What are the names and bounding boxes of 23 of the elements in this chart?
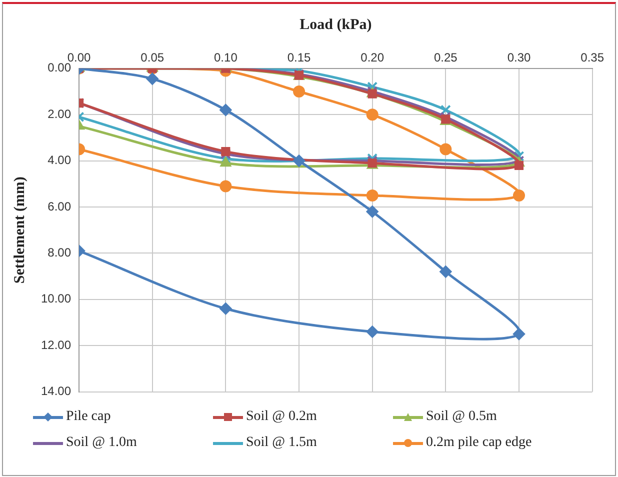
y-tick-label: 0.00 [48,60,72,75]
x-tick-label: 0.30 [507,50,531,65]
x-axis-title: Load (kPa) [300,16,372,33]
x-tick-label: 0.10 [214,50,238,65]
x-tick-label: 0.05 [140,50,164,65]
legend-label: Soil @ 1.0m [66,435,137,451]
x-tick-label: 0.25 [434,50,458,65]
legend-label: 0.2m pile cap edge [426,435,532,451]
y-tick-label: 8.00 [48,246,72,260]
y-tick-label: 10.00 [41,292,72,306]
y-tick-label: 14.00 [41,384,72,398]
y-tick-label: 6.00 [48,199,72,214]
y-tick-label: 2.00 [48,106,72,121]
x-tick-label: 0.20 [360,50,384,65]
y-tick-label: 12.00 [41,338,72,352]
legend-label: Pile cap [66,409,111,425]
legend-label: Soil @ 0.5m [426,409,497,425]
legend-label: Soil @ 0.2m [246,409,317,425]
x-tick-label: 0.15 [287,50,312,65]
y-axis-title: Settlement (mm) [12,176,28,284]
legend-label: Soil @ 1.5m [246,435,317,451]
x-tick-label: 0.35 [580,50,604,65]
y-tick-label: 4.00 [48,153,72,168]
